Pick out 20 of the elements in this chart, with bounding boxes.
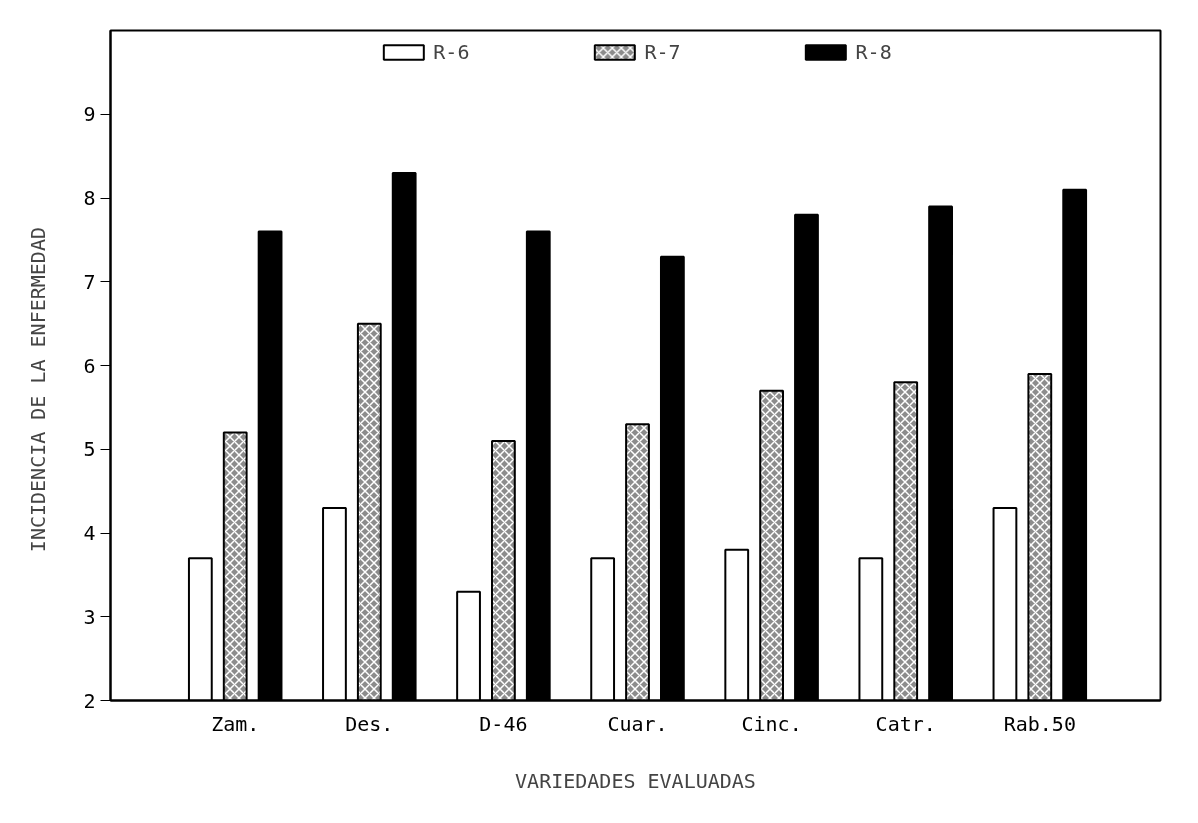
x-tick-label: Catr.: [875, 711, 936, 736]
x-axis-title: VARIEDADES EVALUADAS: [515, 768, 756, 793]
y-tick-label: 5: [83, 437, 96, 462]
y-tick-label: 8: [83, 186, 96, 210]
y-tick-label: 3: [83, 604, 96, 629]
legend-label: R-7: [644, 40, 681, 64]
legend-label: R-8: [855, 40, 892, 64]
legend-label: R-6: [433, 40, 470, 64]
y-tick-label: 2: [83, 688, 96, 713]
y-tick-label: 4: [83, 521, 96, 545]
x-tick-label: Zam.: [211, 711, 260, 736]
x-tick-label: Rab.50: [1003, 711, 1076, 736]
y-axis-title: INCIDENCIA DE LA ENFERMEDAD: [26, 227, 51, 553]
x-tick-label: Cinc.: [741, 711, 802, 736]
x-tick-label: Des.: [345, 711, 394, 736]
x-tick-label: D-46: [479, 711, 528, 736]
y-tick-label: 6: [83, 353, 96, 378]
x-tick-label: Cuar.: [607, 711, 668, 736]
y-tick-label: 9: [83, 102, 96, 127]
y-tick-label: 7: [83, 269, 96, 294]
